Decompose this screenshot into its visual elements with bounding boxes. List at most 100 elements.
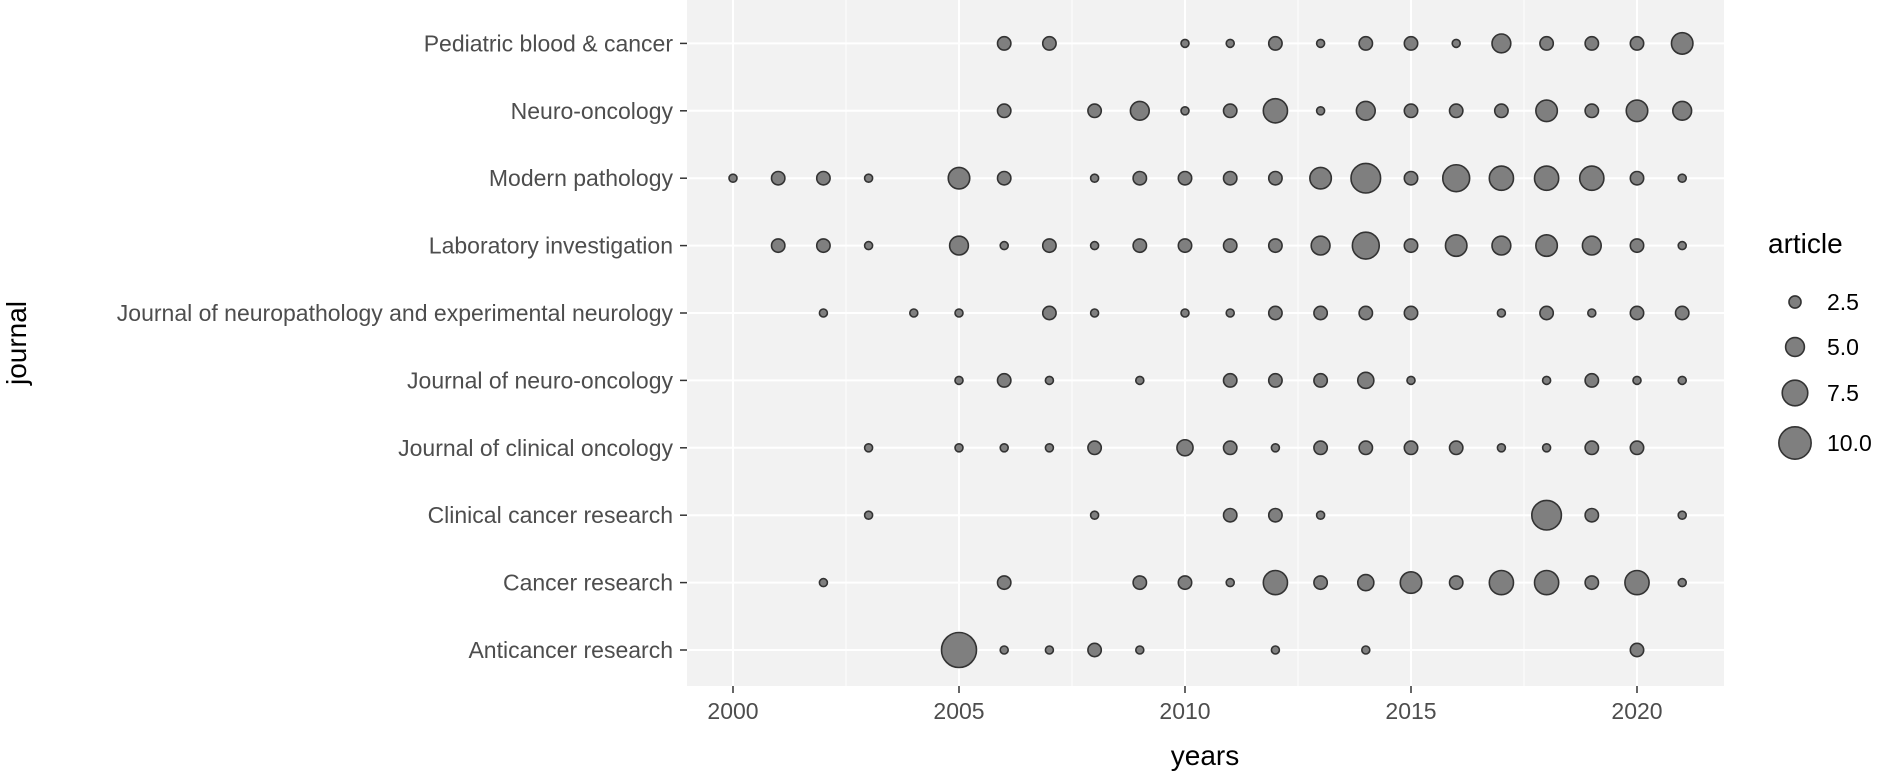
data-point xyxy=(1351,231,1381,260)
data-point xyxy=(1406,375,1416,386)
data-point xyxy=(1629,440,1645,456)
data-point xyxy=(999,240,1010,251)
x-tick-label: 2010 xyxy=(1159,698,1210,724)
data-point xyxy=(1629,238,1645,254)
y-tick-label: Journal of clinical oncology xyxy=(398,435,673,461)
data-point xyxy=(1313,372,1329,388)
data-point xyxy=(1530,499,1563,531)
data-point xyxy=(1132,170,1148,186)
legend-label: 2.5 xyxy=(1827,289,1859,315)
data-point xyxy=(815,170,831,186)
data-point xyxy=(1677,240,1687,251)
data-point xyxy=(1262,569,1289,596)
data-point xyxy=(1089,173,1100,183)
data-point xyxy=(1089,510,1100,521)
data-point xyxy=(863,442,874,453)
data-point xyxy=(1533,569,1560,596)
data-point xyxy=(948,235,970,256)
data-point xyxy=(1176,438,1194,457)
data-point xyxy=(1541,442,1552,453)
data-point xyxy=(999,645,1010,655)
data-point xyxy=(999,442,1010,453)
data-point xyxy=(1310,235,1331,256)
data-point xyxy=(1222,170,1238,186)
data-point xyxy=(1177,170,1193,186)
data-point xyxy=(1625,99,1649,123)
data-point xyxy=(1267,170,1283,186)
y-tick-label: Cancer research xyxy=(503,570,673,596)
data-point xyxy=(1403,440,1419,456)
data-point xyxy=(1089,308,1100,318)
data-point xyxy=(1403,305,1419,321)
data-point xyxy=(1222,238,1238,254)
data-point xyxy=(954,442,964,453)
data-point xyxy=(954,375,964,386)
y-tick-marks xyxy=(680,42,687,651)
data-point xyxy=(1267,507,1283,523)
data-point xyxy=(1044,645,1055,655)
data-point xyxy=(1535,234,1559,258)
data-point xyxy=(818,308,829,318)
data-point xyxy=(863,173,874,183)
y-tick-label: Neuro-oncology xyxy=(511,98,674,124)
legend-label: 10.0 xyxy=(1827,430,1872,456)
data-point xyxy=(1677,173,1687,183)
data-point xyxy=(1222,372,1238,388)
data-point xyxy=(1129,100,1151,122)
data-point xyxy=(1087,103,1103,119)
data-point xyxy=(1041,305,1057,321)
data-point xyxy=(1670,31,1694,55)
data-point xyxy=(1270,442,1281,453)
data-point xyxy=(996,372,1012,388)
data-point xyxy=(1629,305,1645,321)
data-point xyxy=(1350,162,1382,194)
data-point xyxy=(1267,372,1283,388)
data-point xyxy=(1444,234,1468,258)
y-tick-label: Laboratory investigation xyxy=(429,233,673,259)
data-point xyxy=(1313,575,1329,591)
data-point xyxy=(1355,100,1377,122)
data-point xyxy=(996,575,1012,591)
data-point xyxy=(1441,163,1471,193)
data-point xyxy=(818,577,829,588)
data-point xyxy=(1225,38,1235,49)
data-point xyxy=(1448,575,1464,591)
data-point xyxy=(1044,442,1055,453)
data-point xyxy=(1087,642,1103,658)
data-point xyxy=(1361,645,1371,655)
data-point xyxy=(1132,238,1148,254)
legend-label: 5.0 xyxy=(1827,334,1859,360)
data-point xyxy=(1313,440,1329,456)
data-point xyxy=(1270,645,1281,655)
data-point xyxy=(1358,35,1374,51)
data-point xyxy=(996,103,1012,119)
data-point xyxy=(1584,372,1600,388)
data-point xyxy=(1315,510,1326,521)
y-axis-title: journal xyxy=(1,301,32,386)
data-point xyxy=(1089,240,1100,251)
data-point xyxy=(1674,305,1690,321)
y-tick-labels: Anticancer research Cancer research Clinic… xyxy=(117,30,674,663)
data-points xyxy=(728,31,1694,669)
data-point xyxy=(1177,575,1193,591)
data-point xyxy=(908,308,919,318)
x-tick-labels: 2000 2005 2010 2015 2020 xyxy=(707,698,1662,724)
data-point xyxy=(1403,238,1419,254)
y-tick-label: Journal of neuro-oncology xyxy=(407,367,673,393)
y-tick-label: Clinical cancer research xyxy=(428,502,673,528)
data-point xyxy=(1267,238,1283,254)
data-point xyxy=(947,166,971,190)
legend-title: article xyxy=(1768,228,1843,259)
data-point xyxy=(1677,577,1687,588)
data-point xyxy=(1491,235,1512,256)
data-point xyxy=(1044,375,1055,386)
data-point xyxy=(1535,99,1559,123)
x-axis-title: years xyxy=(1171,740,1239,771)
data-point xyxy=(1225,308,1235,318)
data-point xyxy=(1624,569,1650,596)
data-point xyxy=(1222,507,1238,523)
data-point xyxy=(1584,575,1600,591)
data-point xyxy=(1541,375,1552,386)
data-point xyxy=(1358,440,1374,456)
